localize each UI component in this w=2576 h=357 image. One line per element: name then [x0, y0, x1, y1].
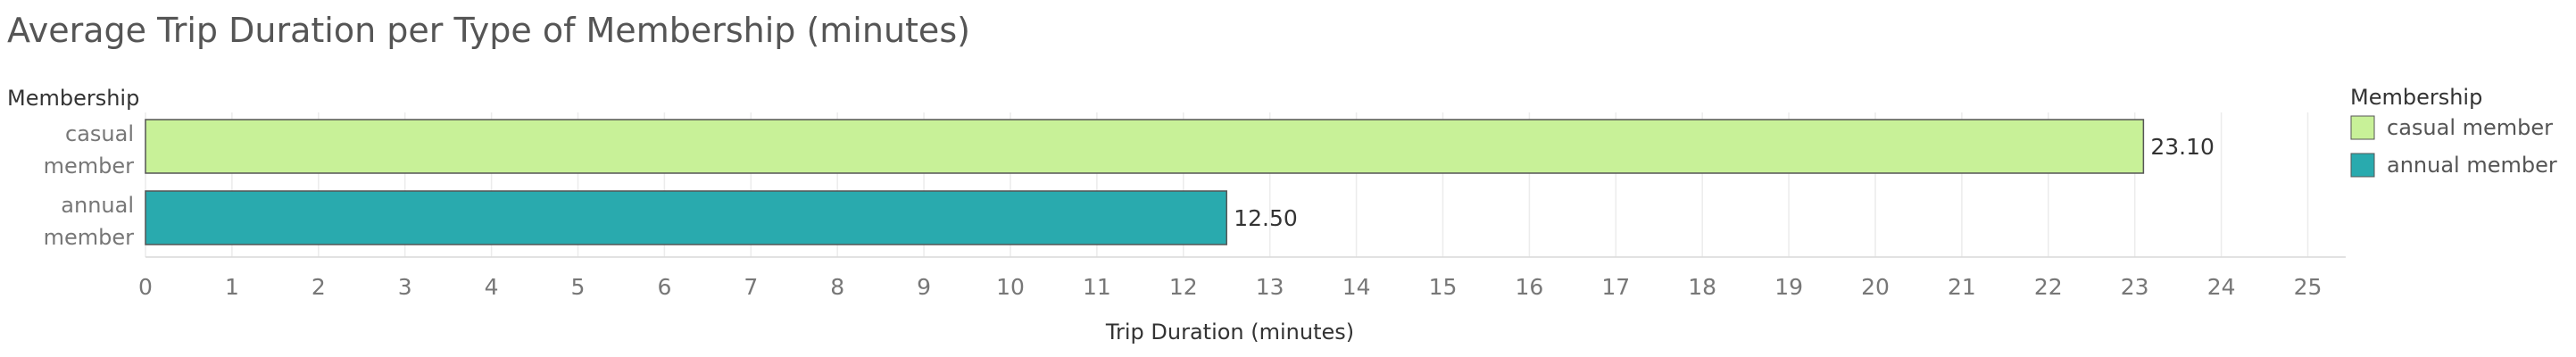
- x-tick-label-15: 15: [1429, 274, 1458, 300]
- x-tick-label-1: 1: [225, 274, 239, 300]
- legend-entry-label-1: annual member: [2387, 153, 2557, 178]
- x-axis-title: Trip Duration (minutes): [1105, 320, 1354, 345]
- x-tick-label-14: 14: [1342, 274, 1371, 300]
- category-label-0-line1: casual: [65, 121, 134, 146]
- x-tick-label-8: 8: [830, 274, 844, 300]
- x-tick-label-20: 20: [1861, 274, 1890, 300]
- legend: Membership casual member annual member: [2350, 85, 2557, 178]
- category-label-1-line1: annual: [61, 193, 134, 218]
- category-header: Membership: [7, 86, 139, 111]
- category-label-0: casual member: [44, 121, 135, 178]
- x-tick-label-24: 24: [2207, 274, 2236, 300]
- x-tick-label-3: 3: [398, 274, 412, 300]
- category-label-1: annual member: [44, 193, 135, 250]
- legend-entry-label-0: casual member: [2387, 115, 2553, 140]
- chart-title: Average Trip Duration per Type of Member…: [7, 11, 970, 50]
- x-tick-label-22: 22: [2034, 274, 2063, 300]
- x-tick-label-23: 23: [2121, 274, 2149, 300]
- x-tick-label-10: 10: [996, 274, 1025, 300]
- x-tick-label-13: 13: [1256, 274, 1284, 300]
- labels: 0 1 2 3 4 5 6 7 8 9 10 11 12 13 14 15 16 17 18 19 20 21 22 23 24…: [7, 86, 2322, 345]
- x-tick-label-7: 7: [744, 274, 758, 300]
- x-tick-label-2: 2: [312, 274, 326, 300]
- bar-value-label-0: 23.10: [2150, 134, 2215, 160]
- category-label-1-line2: member: [44, 225, 135, 250]
- x-tick-label-12: 12: [1169, 274, 1198, 300]
- legend-swatch-1: [2350, 153, 2375, 178]
- x-tick-label-9: 9: [917, 274, 931, 300]
- legend-title: Membership: [2350, 85, 2482, 110]
- legend-swatch-0: [2350, 115, 2375, 140]
- x-tick-label-4: 4: [485, 274, 499, 300]
- bar-1: [145, 190, 1227, 245]
- x-tick-label-11: 11: [1083, 274, 1111, 300]
- x-tick-label-5: 5: [571, 274, 586, 300]
- x-tick-label-25: 25: [2294, 274, 2323, 300]
- x-tick-label-0: 0: [138, 274, 153, 300]
- x-tick-label-18: 18: [1688, 274, 1716, 300]
- x-tick-label-6: 6: [657, 274, 671, 300]
- bar-value-label-1: 12.50: [1234, 205, 1298, 231]
- x-tick-label-16: 16: [1515, 274, 1543, 300]
- x-tick-label-17: 17: [1601, 274, 1630, 300]
- x-tick-label-19: 19: [1774, 274, 1803, 300]
- bar-0: [145, 119, 2145, 174]
- bars: [145, 119, 2145, 245]
- x-tick-label-21: 21: [1948, 274, 1976, 300]
- category-label-0-line2: member: [44, 154, 135, 178]
